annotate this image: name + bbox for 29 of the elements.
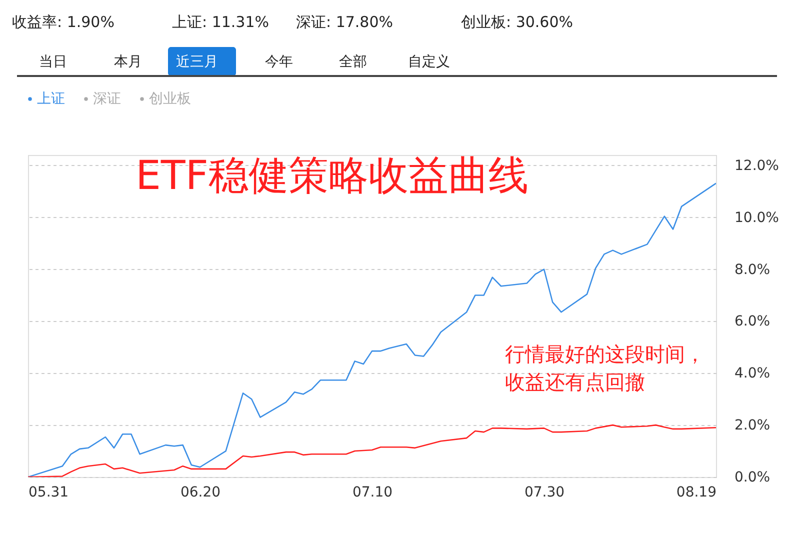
x-tick-label: 07.30 <box>524 484 565 500</box>
text: 自定义 <box>408 54 450 70</box>
annotation: 收益还有点回撤 <box>505 370 645 394</box>
annotation: 行情最好的这段时间， <box>505 342 705 366</box>
chart-title: ETF稳健策略收益曲线 <box>136 153 528 199</box>
text: 深证: 17.80% <box>296 13 394 31</box>
y-tick-label: 8.0% <box>734 262 770 278</box>
x-tick-label: 08.19 <box>676 484 716 500</box>
x-tick-label: 06.20 <box>180 484 221 500</box>
y-tick-label: 0.0% <box>734 470 770 486</box>
y-tick-label: 6.0% <box>734 314 770 330</box>
y-tick-label: 2.0% <box>734 418 770 434</box>
y-tick-label: 12.0% <box>734 158 779 174</box>
text: 创业板: 30.60% <box>461 13 574 31</box>
text: 当日 <box>39 54 67 70</box>
text: 本月 <box>114 54 142 70</box>
text: 上证: 11.31% <box>172 13 270 31</box>
y-tick-label: 10.0% <box>734 210 779 226</box>
text: 收益率: 1.90% <box>12 13 114 31</box>
text: 今年 <box>265 54 293 70</box>
x-tick-label: 07.10 <box>352 484 393 500</box>
line-series <box>28 424 716 477</box>
text: 近三月 <box>176 54 218 70</box>
text: 创业板 <box>149 91 191 107</box>
legend-label: 上证 <box>37 91 65 107</box>
text: 全部 <box>339 54 367 70</box>
y-tick-label: 4.0% <box>734 366 770 382</box>
x-tick-label: 05.31 <box>28 484 69 500</box>
text: 深证 <box>93 91 121 107</box>
